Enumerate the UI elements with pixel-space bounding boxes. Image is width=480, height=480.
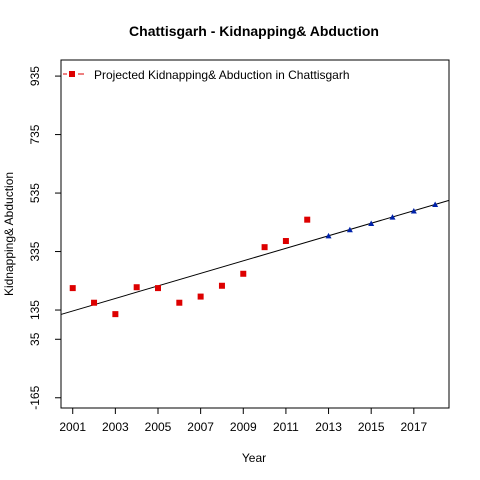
y-tick-label: 735 [28, 124, 42, 144]
data-point [91, 299, 98, 306]
y-axis: -165 35 135 335 535 735 935 [28, 66, 61, 410]
data-point [325, 232, 332, 239]
x-tick-label: 2001 [59, 420, 86, 434]
x-tick-label: 2003 [102, 420, 129, 434]
data-point [304, 216, 311, 223]
y-tick-label: 535 [28, 183, 42, 203]
x-tick-label: 2005 [145, 420, 172, 434]
y-tick-label: 135 [28, 300, 42, 320]
trend-line [60, 199, 450, 315]
data-point [282, 238, 289, 245]
data-point [432, 201, 439, 208]
x-axis: 2001 2003 2005 2007 2009 2011 2013 2015 2017 [59, 408, 427, 434]
chart-title: Chattisgarh - Kidnapping& Abduction [129, 23, 379, 39]
x-tick-label: 2007 [187, 420, 214, 434]
x-tick-label: 2011 [273, 420, 299, 434]
legend-marker [69, 71, 75, 77]
y-tick-label: -165 [28, 385, 42, 409]
x-tick-label: 2015 [358, 420, 385, 434]
plot-frame [60, 59, 450, 409]
data-point [176, 299, 183, 306]
plot-area [60, 59, 450, 409]
data-point [112, 311, 119, 318]
data-point [133, 284, 140, 291]
legend-label: Projected Kidnapping& Abduction in Chatt… [94, 68, 350, 82]
y-axis-label: Kidnapping& Abduction [2, 172, 16, 296]
x-axis-label: Year [242, 451, 266, 465]
y-tick-label: 335 [28, 241, 42, 261]
data-point [69, 285, 76, 292]
data-point [240, 270, 247, 277]
x-tick-label: 2013 [315, 420, 342, 434]
data-point [410, 207, 417, 214]
data-point [197, 293, 204, 300]
data-point [389, 214, 396, 220]
data-point [155, 285, 161, 292]
data-point [218, 282, 225, 289]
data-point [368, 220, 375, 227]
data-point [346, 226, 353, 233]
trend-layer [60, 199, 450, 315]
marks-layer [69, 201, 439, 318]
data-point [261, 244, 268, 251]
x-tick-label: 2017 [400, 420, 427, 434]
x-tick-label: 2009 [230, 420, 257, 434]
y-tick-label: 35 [28, 332, 42, 346]
y-tick-label: 935 [28, 66, 42, 86]
legend: Projected Kidnapping& Abduction in Chatt… [63, 68, 350, 82]
